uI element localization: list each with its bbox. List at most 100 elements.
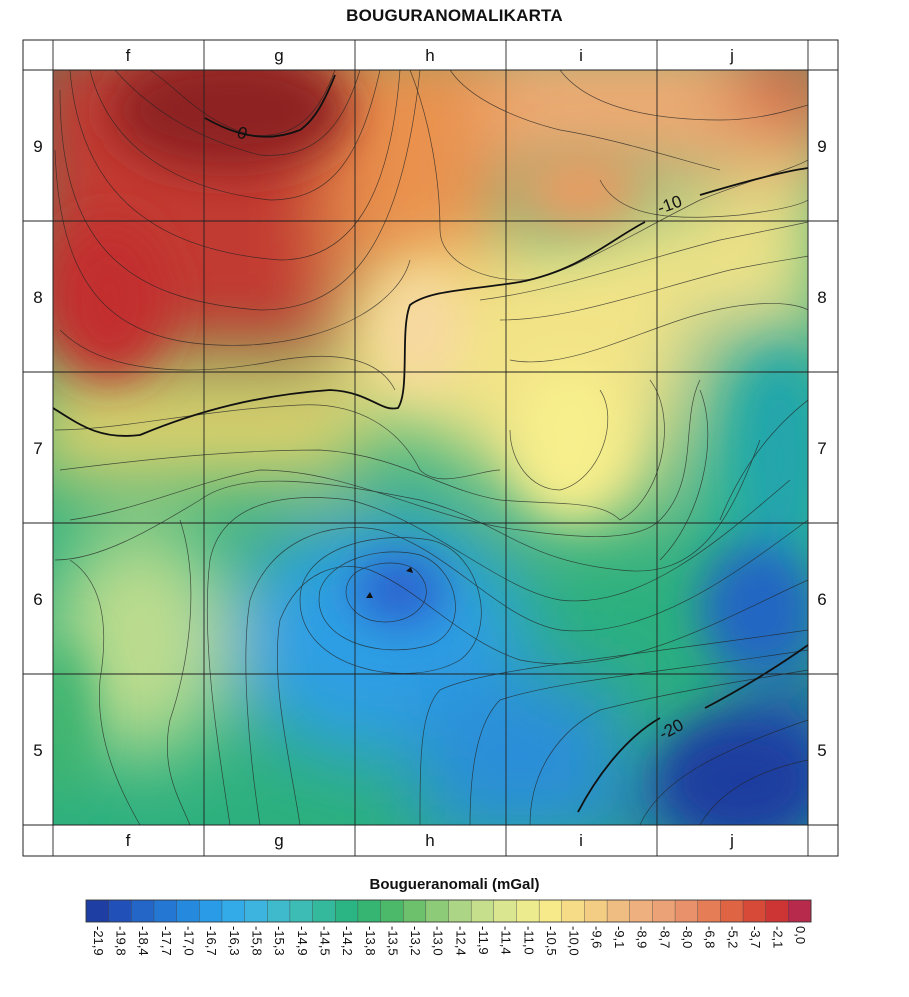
legend-value-label: -14,2 [340, 926, 355, 956]
legend-swatch [720, 899, 744, 923]
col-label-h: h [425, 46, 434, 65]
legend-swatch [516, 899, 540, 923]
legend-swatch [652, 899, 676, 923]
col-label-j: j [729, 46, 734, 65]
row-label-6: 6 [817, 590, 826, 609]
col-label-f: f [126, 831, 131, 850]
legend-value-label: -19,8 [114, 926, 129, 956]
legend-value-label: -15,3 [272, 926, 287, 956]
legend-swatch [380, 899, 404, 923]
legend-value-label: -3,7 [748, 926, 763, 948]
legend-value-label: -8,9 [635, 926, 650, 948]
legend-value-label: -10,0 [567, 926, 582, 956]
legend-swatch [470, 899, 495, 923]
legend-value-label: -13,8 [363, 926, 378, 956]
legend-value-label: -6,8 [703, 926, 718, 948]
legend-swatch [199, 899, 223, 923]
legend-swatch [425, 899, 449, 923]
legend-swatch [538, 899, 563, 923]
col-label-i: i [579, 831, 583, 850]
legend-value-label: -15,8 [249, 926, 264, 956]
legend-value-label: -8,0 [680, 926, 695, 948]
legend-value-label: -21,9 [91, 926, 106, 956]
legend-swatch [267, 899, 291, 923]
legend-swatch [629, 899, 653, 923]
legend-value-label: 0,0 [793, 926, 808, 944]
legend-value-label: -18,4 [136, 926, 151, 956]
legend-value-label: -13,5 [385, 926, 400, 956]
legend-frame [85, 899, 812, 923]
legend-value-label: -12,4 [453, 926, 468, 956]
legend-value-label: -11,9 [476, 926, 491, 955]
legend-swatch [448, 899, 472, 923]
legend-value-label: -9,6 [589, 926, 604, 948]
legend-swatch [312, 899, 336, 923]
column-labels-top: f g h i j [126, 46, 734, 65]
legend-value-label: -13,2 [408, 926, 423, 956]
row-label-8: 8 [33, 288, 42, 307]
legend-value-label: -17,7 [159, 926, 174, 956]
legend-swatch [244, 899, 268, 923]
legend-swatch [697, 899, 721, 923]
legend-swatch [493, 899, 517, 923]
row-label-9: 9 [817, 137, 826, 156]
legend-value-label: -14,5 [317, 926, 332, 956]
legend-value-label: -5,2 [725, 926, 740, 948]
labelled-contours [53, 74, 808, 813]
row-label-7: 7 [33, 439, 42, 458]
legend-swatch [584, 899, 608, 923]
legend-swatch [674, 899, 699, 923]
legend-swatch [131, 899, 155, 923]
legend-swatch [335, 899, 359, 923]
legend-value-label: -13,0 [431, 926, 446, 956]
depression-ticks [366, 567, 413, 598]
column-labels-bottom: f g h i j [126, 831, 734, 850]
legend-value-label: -9,1 [612, 926, 627, 948]
row-label-9: 9 [33, 137, 42, 156]
legend-swatch [176, 899, 200, 923]
legend-swatch [108, 899, 132, 923]
row-labels-right: 9 8 7 6 5 [817, 137, 826, 760]
legend-value-label: -17,0 [182, 926, 197, 956]
col-label-f: f [126, 46, 131, 65]
row-label-8: 8 [817, 288, 826, 307]
legend-color-bar [85, 899, 812, 923]
col-label-i: i [579, 46, 583, 65]
row-label-5: 5 [817, 741, 826, 760]
map-frame [22, 39, 839, 857]
legend-value-label: -14,9 [295, 926, 310, 956]
legend-swatch [85, 899, 110, 923]
legend-title: Bougueranomali (mGal) [369, 876, 540, 893]
col-label-g: g [274, 46, 283, 65]
legend-value-label: -11,4 [499, 926, 514, 955]
legend-value-labels: -21,9 -19,8 -18,4 -17,7 -17,0 -16,7 -16,3 -15,8… [91, 926, 808, 956]
row-label-6: 6 [33, 590, 42, 609]
row-labels-left: 9 8 7 6 5 [33, 137, 42, 760]
map-grid [23, 40, 838, 856]
legend-swatch [765, 899, 789, 923]
legend-swatch [788, 899, 812, 923]
row-label-7: 7 [817, 439, 826, 458]
legend-swatch [742, 899, 767, 923]
legend-swatch [402, 899, 427, 923]
contour-lines [54, 70, 808, 825]
legend-value-label: -10,5 [544, 926, 559, 956]
legend-value-label: -16,3 [227, 926, 242, 956]
col-label-h: h [425, 831, 434, 850]
anomaly-color-field [53, 70, 808, 825]
map-title: BOUGURANOMALIKARTA [346, 6, 563, 25]
legend-value-label: -16,7 [204, 926, 219, 956]
legend-swatch [357, 899, 382, 923]
col-label-g: g [274, 831, 283, 850]
legend-value-label: -11,0 [521, 926, 536, 955]
legend-swatch [289, 899, 314, 923]
col-label-j: j [729, 831, 734, 850]
row-label-5: 5 [33, 741, 42, 760]
legend-swatch [606, 899, 631, 923]
legend-value-label: -2,1 [771, 926, 786, 948]
legend-value-label: -8,7 [657, 926, 672, 948]
legend-swatch [153, 899, 178, 923]
legend-swatch [561, 899, 585, 923]
legend-swatch [221, 899, 246, 923]
